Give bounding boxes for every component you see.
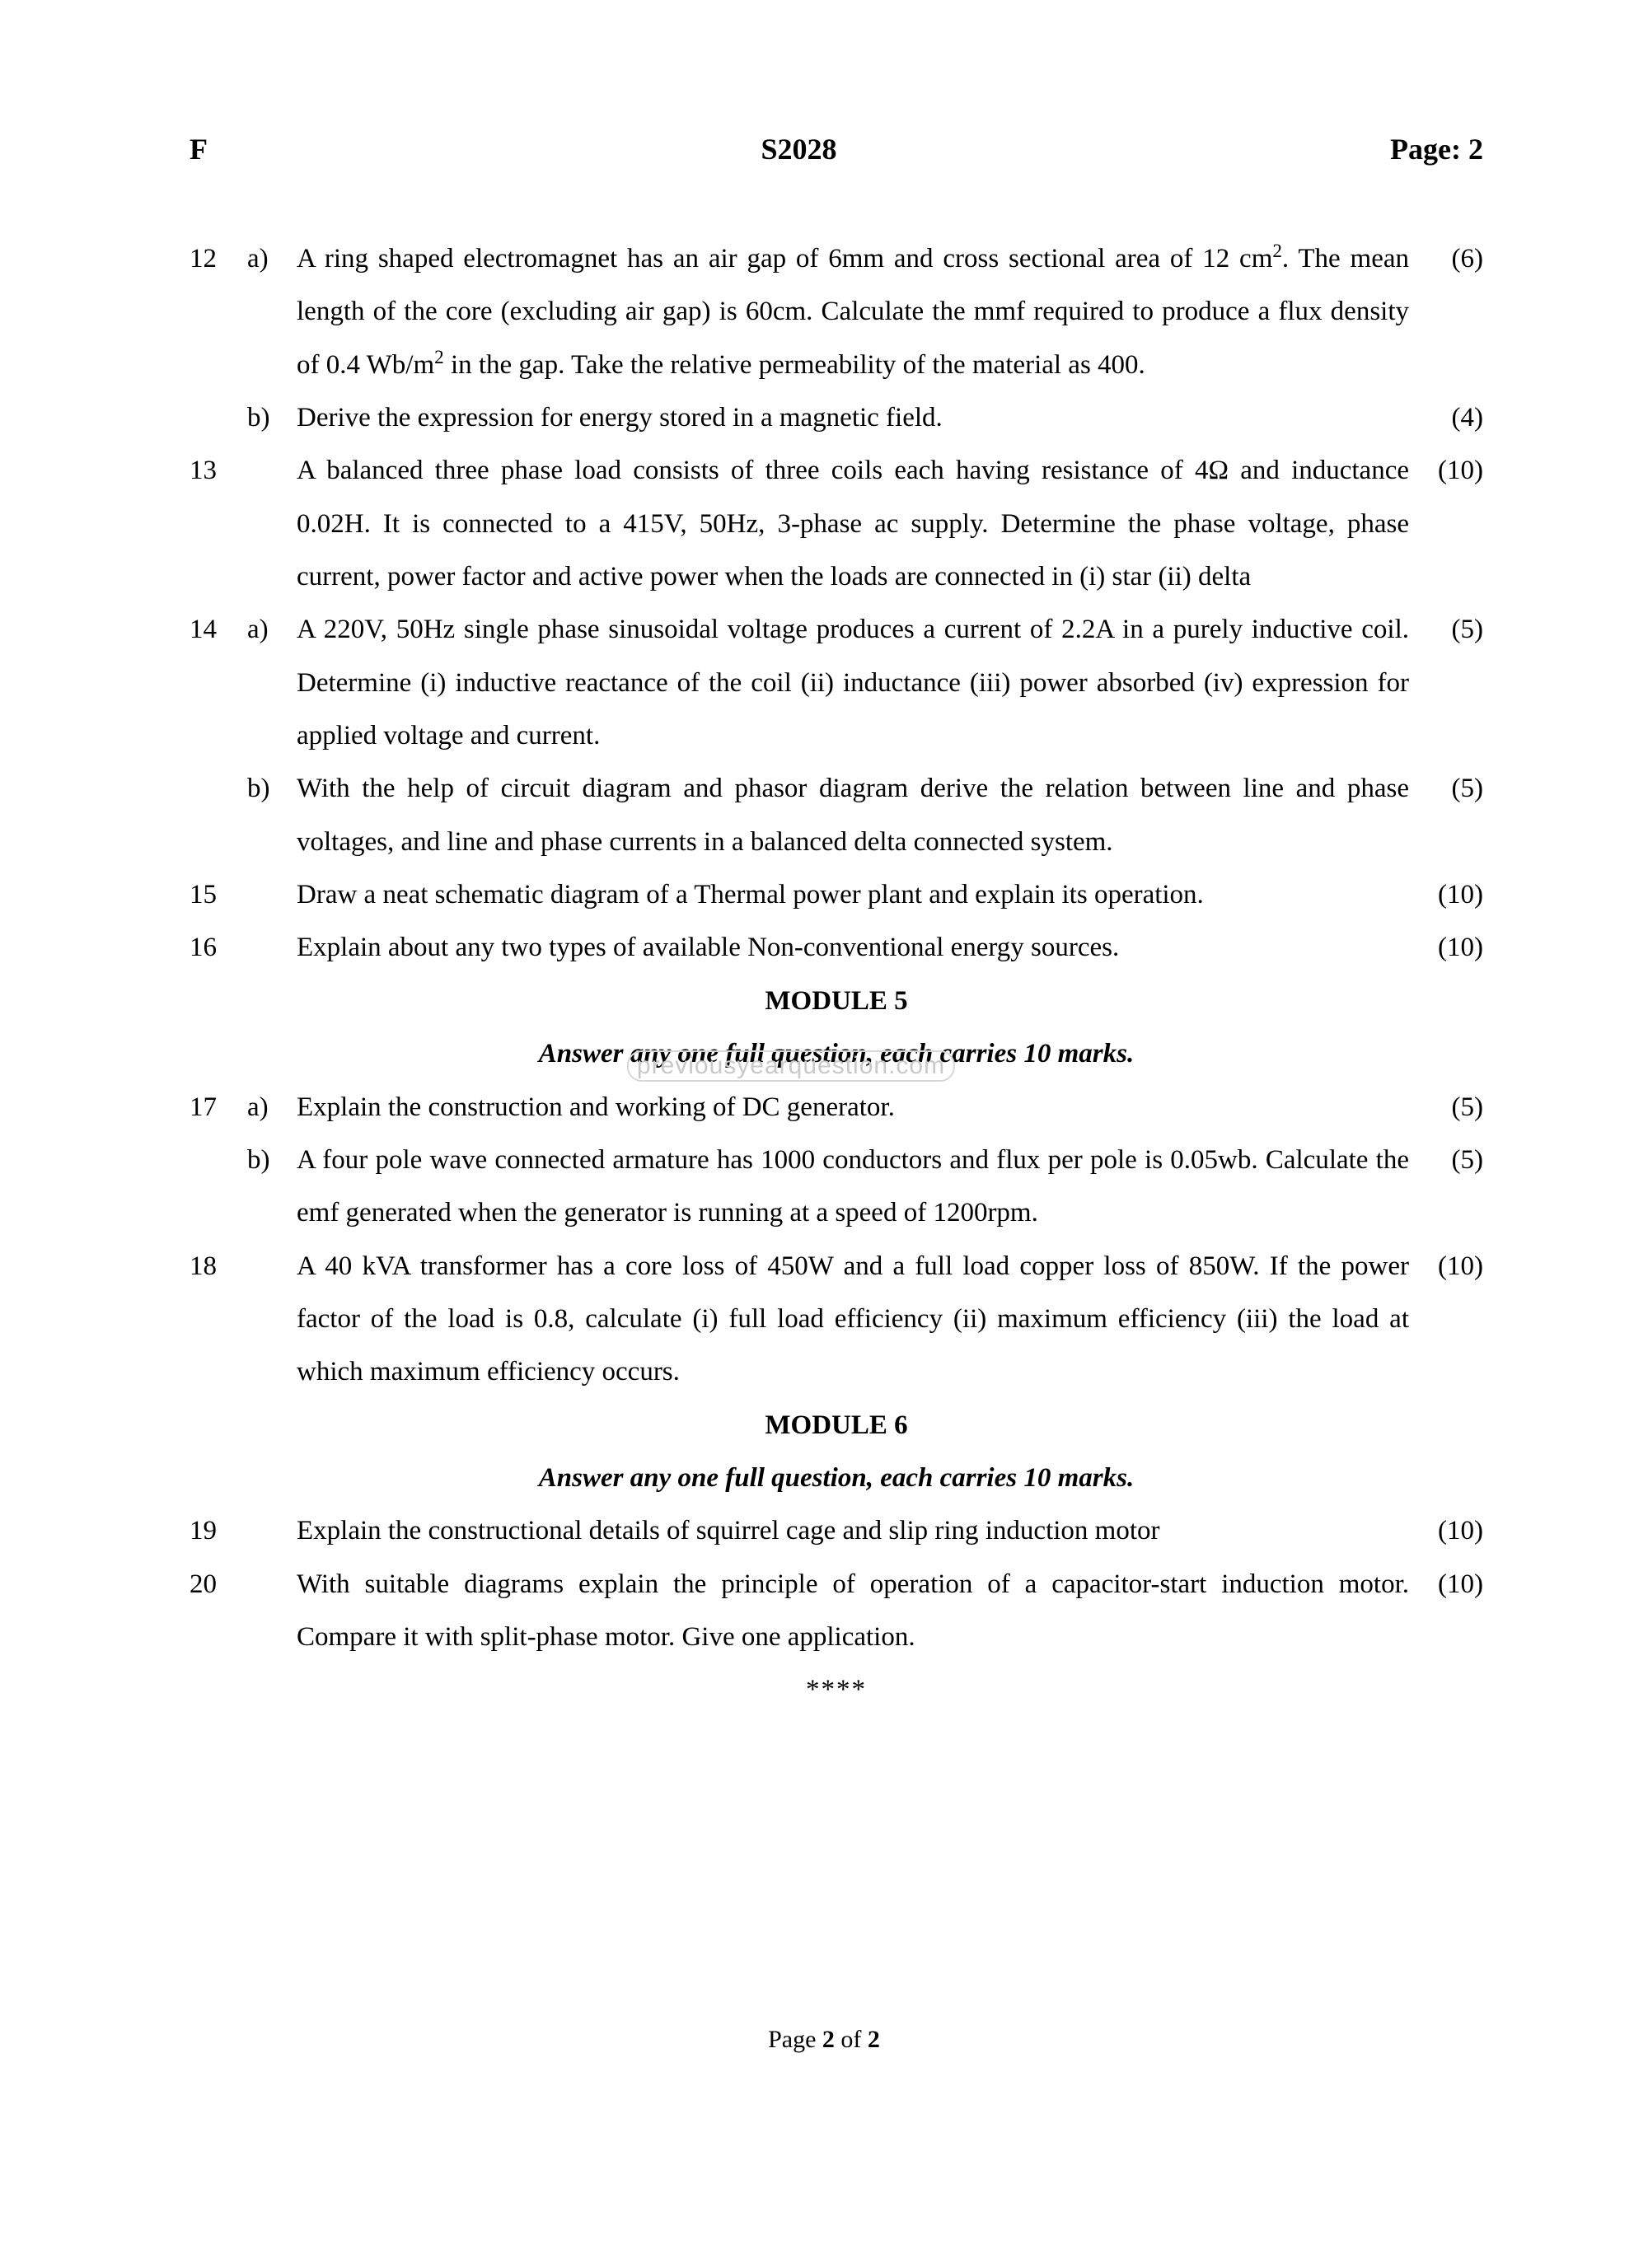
question-subpart: b): [247, 762, 297, 868]
question-subpart: b): [247, 391, 297, 444]
module-6-heading: MODULE 6: [190, 1399, 1483, 1452]
question-subpart: b): [247, 1134, 297, 1240]
header-code-center: S2028: [208, 132, 1390, 166]
question-number: 14: [190, 603, 247, 762]
question-number: 18: [190, 1240, 247, 1399]
question-marks: (10): [1409, 1558, 1483, 1664]
footer-page-number: Page 2 of 2: [0, 2026, 1648, 2054]
question-subpart: a): [247, 232, 297, 391]
question-number: 12: [190, 232, 247, 391]
footer-prefix: Page: [768, 2026, 822, 2053]
question-text: A 40 kVA transformer has a core loss of …: [297, 1240, 1409, 1399]
question-row: 16 Explain about any two types of availa…: [190, 921, 1483, 974]
question-subpart: a): [247, 1081, 297, 1134]
footer-mid: of: [835, 2026, 868, 2053]
question-row: 15 Draw a neat schematic diagram of a Th…: [190, 868, 1483, 921]
module-5-heading: MODULE 5: [190, 975, 1483, 1027]
question-row: 17 a) Explain the construction and worki…: [190, 1081, 1483, 1134]
footer-current: 2: [822, 2026, 835, 2053]
question-table: 12 a) A ring shaped electromagnet has an…: [190, 232, 1483, 1717]
module-5-instruction: Answer any one full question, each carri…: [190, 1027, 1483, 1080]
question-row: b) A four pole wave connected armature h…: [190, 1134, 1483, 1240]
question-number: 19: [190, 1504, 247, 1557]
question-number: 16: [190, 921, 247, 974]
question-marks: (5): [1409, 762, 1483, 868]
question-marks: (5): [1409, 1081, 1483, 1134]
header-page-number: Page: 2: [1390, 132, 1483, 166]
question-row: b) With the help of circuit diagram and …: [190, 762, 1483, 868]
exam-page: F S2028 Page: 2 previousyearquestion.com…: [0, 0, 1648, 2268]
question-text: With the help of circuit diagram and pha…: [297, 762, 1409, 868]
question-marks: (4): [1409, 391, 1483, 444]
question-text: A ring shaped electromagnet has an air g…: [297, 232, 1409, 391]
question-marks: (6): [1409, 232, 1483, 391]
question-marks: (5): [1409, 603, 1483, 762]
question-text: Explain the construction and working of …: [297, 1081, 1409, 1134]
module-6-instruction: Answer any one full question, each carri…: [190, 1452, 1483, 1504]
question-marks: (10): [1409, 1504, 1483, 1557]
question-text: A balanced three phase load consists of …: [297, 444, 1409, 603]
question-row: 20 With suitable diagrams explain the pr…: [190, 1558, 1483, 1664]
header-code-left: F: [190, 132, 208, 166]
question-text: With suitable diagrams explain the princ…: [297, 1558, 1409, 1664]
question-text: Explain the constructional details of sq…: [297, 1504, 1409, 1557]
question-number: 15: [190, 868, 247, 921]
question-marks: (10): [1409, 921, 1483, 974]
end-marker: ****: [190, 1663, 1483, 1716]
question-row: 14 a) A 220V, 50Hz single phase sinusoid…: [190, 603, 1483, 762]
question-text: Explain about any two types of available…: [297, 921, 1409, 974]
question-number: 13: [190, 444, 247, 603]
question-row: 18 A 40 kVA transformer has a core loss …: [190, 1240, 1483, 1399]
footer-total: 2: [868, 2026, 880, 2053]
question-text: Derive the expression for energy stored …: [297, 391, 1409, 444]
page-header: F S2028 Page: 2: [190, 132, 1483, 166]
question-number: 17: [190, 1081, 247, 1134]
question-row: 19 Explain the constructional details of…: [190, 1504, 1483, 1557]
question-row: 13 A balanced three phase load consists …: [190, 444, 1483, 603]
question-number: 20: [190, 1558, 247, 1664]
question-text: Draw a neat schematic diagram of a Therm…: [297, 868, 1409, 921]
question-marks: (5): [1409, 1134, 1483, 1240]
question-text: A 220V, 50Hz single phase sinusoidal vol…: [297, 603, 1409, 762]
question-subpart: a): [247, 603, 297, 762]
question-row: b) Derive the expression for energy stor…: [190, 391, 1483, 444]
question-row: 12 a) A ring shaped electromagnet has an…: [190, 232, 1483, 391]
question-text: A four pole wave connected armature has …: [297, 1134, 1409, 1240]
question-marks: (10): [1409, 444, 1483, 603]
question-marks: (10): [1409, 868, 1483, 921]
question-marks: (10): [1409, 1240, 1483, 1399]
